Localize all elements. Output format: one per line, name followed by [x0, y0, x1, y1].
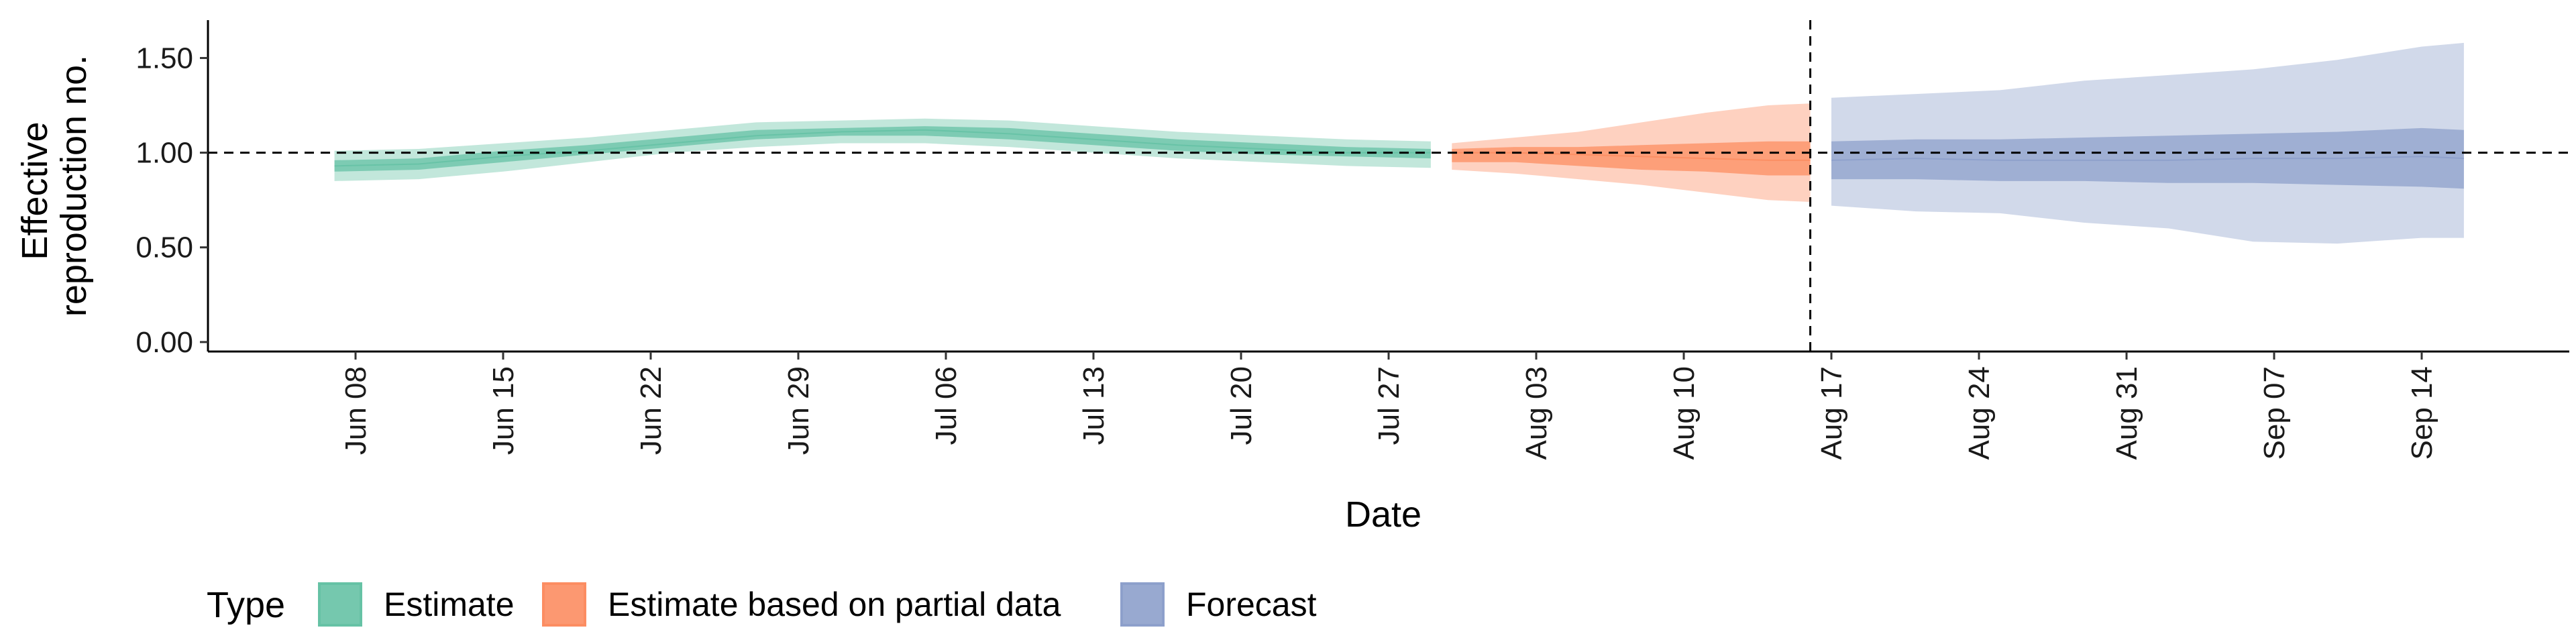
- x-tick-label: Aug 31: [2110, 366, 2143, 460]
- y-tick-label: 0.00: [136, 326, 193, 359]
- estimate-band-90: [334, 118, 1431, 181]
- x-tick-label: Jul 13: [1077, 366, 1110, 445]
- forecast-median-line: [1831, 156, 2464, 161]
- x-tick-label: Sep 07: [2258, 366, 2291, 460]
- estimate-based-on-partial-data-band-50: [1452, 141, 1811, 176]
- x-tick-label: Jul 06: [930, 366, 963, 445]
- x-tick-label: Jun 15: [487, 366, 520, 455]
- legend-key-estimate: [318, 582, 362, 627]
- axes-layer: 0.00 0.50 1.00 1.50 Jun 08 Jun 15 Jun 22 Jun 29…: [136, 20, 2569, 460]
- x-tick-label: Jul 20: [1225, 366, 1258, 445]
- y-tick-label: 0.50: [136, 231, 193, 264]
- bands-layer: [334, 42, 2464, 244]
- reference-lines-layer: [208, 20, 2569, 352]
- forecast-band-50: [1831, 127, 2464, 189]
- legend: Type Estimate Estimate based on partial da…: [207, 582, 1317, 627]
- y-axis-title-line-1: Effective: [15, 121, 55, 260]
- x-tick-label: Jul 27: [1373, 366, 1405, 445]
- legend-item-estimate-based-on-partial-data: Estimate based on partial data: [542, 582, 1061, 627]
- x-tick-label: Aug 17: [1815, 366, 1848, 460]
- legend-key-forecast: [1120, 582, 1165, 627]
- legend-item-forecast: Forecast: [1120, 582, 1317, 627]
- x-axis-title: Date: [1345, 494, 1421, 535]
- legend-item-estimate: Estimate: [318, 582, 515, 627]
- x-tick-label: Jun 29: [782, 366, 815, 455]
- estimate-median-line: [334, 129, 1431, 167]
- x-tick-label: Aug 03: [1520, 366, 1553, 460]
- legend-label-estimate-based-on-partial-data: Estimate based on partial data: [608, 586, 1061, 623]
- titles-layer: Date Effective reproduction no.: [15, 55, 1421, 535]
- legend-label-forecast: Forecast: [1186, 586, 1317, 623]
- x-tick-label: Jun 08: [339, 366, 372, 455]
- x-tick-label: Sep 14: [2406, 366, 2438, 460]
- y-tick-label: 1.00: [136, 137, 193, 170]
- estimate-band-50: [334, 126, 1431, 172]
- x-tick-label: Aug 24: [1963, 366, 1996, 460]
- legend-title: Type: [207, 585, 285, 625]
- y-tick-label: 1.50: [136, 42, 193, 74]
- legend-key-estimate-based-on-partial-data: [542, 582, 586, 627]
- y-axis-title: Effective reproduction no.: [15, 55, 94, 317]
- y-axis-title-line-2: reproduction no.: [54, 55, 94, 317]
- x-tick-label: Aug 10: [1668, 366, 1701, 460]
- legend-label-estimate: Estimate: [384, 586, 515, 623]
- x-tick-label: Jun 22: [635, 366, 667, 455]
